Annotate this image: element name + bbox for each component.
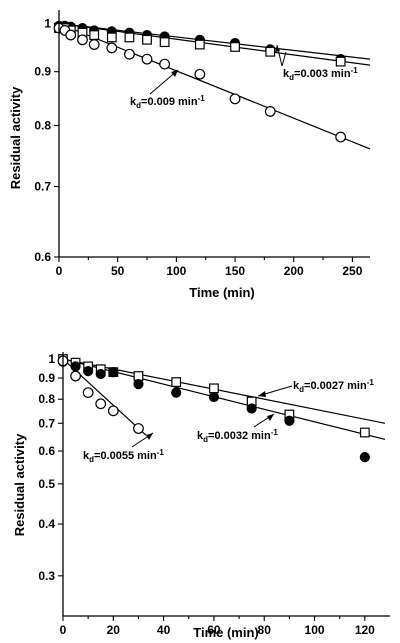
chart-2-x-axis-title: Time (min) [193, 625, 259, 640]
chart-1-y-tick-label: 0.9 [34, 65, 51, 79]
chart-1-series-2-point [159, 37, 170, 48]
chart-2-y-tick-label: 0.3 [38, 569, 55, 583]
chart-2: 0 20 40 60 80 100 120 0.3 0.4 0.5 0.6 0.7 0.8 0.9 1 Ti… [12, 352, 390, 640]
chart-2-annotation-kd-00032-arrowhead [267, 414, 274, 421]
chart-2-x-tick-label: 80 [258, 623, 272, 637]
chart-1-annotation-kd-0003-arrow-2 [281, 51, 287, 67]
chart-2-y-tick-label: 0.6 [38, 444, 55, 458]
chart-2-annotation-kd-00055: kd=0.0055 min-1 [83, 432, 164, 464]
chart-1-x-tick-label: 50 [111, 264, 125, 278]
chart-1-series-3-point [124, 48, 135, 60]
chart-1-y-tick-label: 0.8 [34, 119, 51, 133]
chart-1-series-3-point [106, 42, 118, 54]
chart-1-y-tick-label: 0.7 [34, 180, 51, 194]
chart-1-series-3-point [88, 39, 100, 50]
chart-2-series-1-point [171, 377, 182, 387]
chart-2-y-tick-label: 0.7 [38, 416, 55, 430]
chart-1-series-2-point [89, 30, 100, 40]
chart-1-x-tick-label: 200 [284, 264, 304, 278]
chart-2-series-2-point [171, 387, 182, 398]
chart-1-series-3-point [65, 29, 77, 41]
chart-2-x-tick-label: 40 [157, 623, 171, 637]
chart-1-annotation-kd-0009: kd=0.009 min-1 [130, 69, 205, 110]
chart-2-series-2-point [359, 452, 370, 463]
chart-2-x-tick-label: 120 [355, 623, 375, 637]
chart-2-series-3-point [107, 405, 119, 417]
chart-2-annotation-kd-00027-arrowhead [258, 391, 266, 397]
chart-2-series-2-point [284, 415, 295, 426]
chart-1-annotation-kd-0009-text: kd=0.009 min-1 [130, 94, 205, 110]
chart-2-series-2-point [70, 361, 81, 372]
chart-2-annotation-kd-00032-text: kd=0.0032 min-1 [197, 428, 278, 444]
chart-2-y-tick-label: 1 [48, 352, 55, 366]
chart-1-x-axis-title: Time (min) [189, 285, 255, 300]
chart-1-series-2-point [106, 32, 117, 43]
chart-2-series-2-point [246, 403, 257, 414]
chart-1-annotation-kd-0003-text: kd=0.003 min-1 [283, 66, 358, 82]
chart-1-series-2-point [124, 32, 135, 43]
chart-1-fit-line-2 [58, 22, 371, 66]
chart-1-annotation-kd-0003: kd=0.003 min-1 [275, 44, 358, 82]
chart-2-y-axis-title: Residual activity [12, 433, 27, 536]
chart-2-y-tick-label: 0.5 [38, 477, 55, 491]
chart-1-y-tick-label: 0.6 [34, 250, 51, 264]
chart-2-annotation-kd-00027-text: kd=0.0027 min-1 [293, 378, 374, 394]
chart-1-y-tick-label: 1 [44, 17, 51, 31]
chart-1-ticks: 0 50 100 150 200 250 0.6 0.7 0.8 0.9 1 [34, 17, 362, 278]
chart-1-series-3-point [194, 68, 206, 80]
chart-2-series-3-point [133, 423, 144, 434]
chart-1-series-2-point [265, 46, 276, 57]
chart-1-series-3-point [141, 53, 153, 65]
chart-1-series-2-point [230, 42, 240, 52]
chart-2-annotation-kd-00027: kd=0.0027 min-1 [257, 378, 374, 397]
chart-1-series-3-point [229, 93, 241, 105]
chart-1-points [53, 20, 347, 143]
chart-1-series-2-point [142, 34, 152, 45]
chart-2-series-2-point [83, 366, 94, 377]
chart-2-ticks: 0 20 40 60 80 100 120 0.3 0.4 0.5 0.6 0.7 0.8 0.9 1 [38, 352, 375, 637]
chart-2-annotation-kd-00032: kd=0.0032 min-1 [197, 413, 278, 444]
chart-1-fit-line-1 [58, 22, 371, 60]
chart-2-series-2-point [133, 379, 144, 390]
chart-1-annotation-kd-0003-arrowhead [275, 45, 280, 52]
chart-1-series-3-point [264, 106, 276, 117]
chart-2-series-2-point [95, 368, 106, 380]
chart-2-series-2-point [108, 367, 119, 378]
chart-1-annotation-kd-0009-arrowhead [171, 70, 178, 77]
chart-1-series-2-point [194, 39, 205, 50]
chart-2-series-2-point [208, 391, 220, 403]
chart-2-series-1-point [359, 427, 370, 438]
chart-2-x-tick-label: 60 [207, 623, 221, 637]
chart-1-series-3-point [335, 131, 347, 143]
chart-2-points [57, 354, 370, 463]
chart-2-series-3-point [95, 398, 107, 410]
chart-2-x-tick-label: 20 [107, 623, 121, 637]
chart-2-series-1-point [209, 383, 219, 394]
chart-2-y-tick-label: 0.8 [38, 392, 55, 406]
chart-2-y-tick-label: 0.9 [38, 371, 55, 385]
chart-1-fit-line-3 [58, 22, 371, 150]
chart-1-series-3-point [77, 34, 88, 46]
chart-1-fit-lines [58, 22, 371, 150]
chart-1-x-tick-label: 250 [342, 264, 362, 278]
chart-1-series-2-point [335, 56, 346, 67]
chart-1-y-axis-title: Residual activity [8, 86, 23, 189]
chart-2-x-tick-label: 0 [60, 623, 67, 637]
chart-2-series-3-point [70, 370, 81, 382]
chart-1-series-3-point [159, 58, 171, 70]
chart-1-x-tick-label: 100 [166, 264, 186, 278]
chart-1-x-tick-label: 150 [225, 264, 245, 278]
chart-2-x-tick-label: 100 [305, 623, 325, 637]
chart-1-x-tick-label: 0 [56, 264, 63, 278]
chart-2-annotation-kd-00055-arrowhead [146, 433, 153, 440]
chart-2-y-tick-label: 0.4 [38, 517, 55, 531]
chart-2-series-3-point [82, 387, 94, 399]
chart-2-annotation-kd-00055-text: kd=0.0055 min-1 [83, 448, 164, 464]
